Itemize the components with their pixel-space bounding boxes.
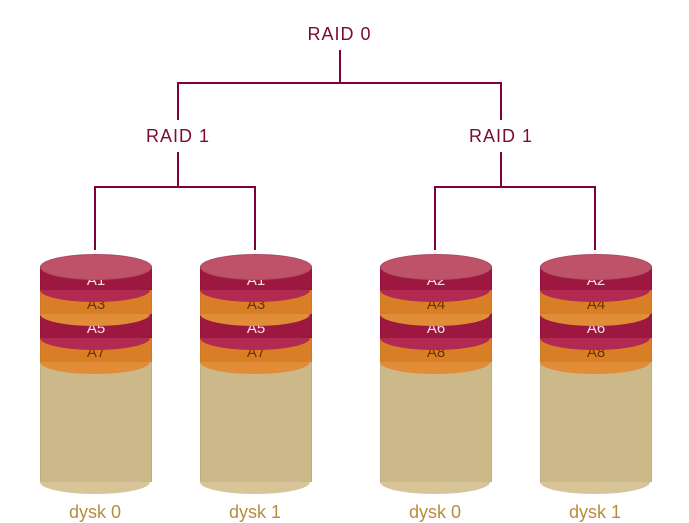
disk-label-3: dysk 1 (540, 502, 650, 523)
raid0-title: RAID 0 (280, 24, 400, 45)
raid1-label-0: RAID 1 (118, 126, 238, 147)
disk-cap (540, 254, 652, 280)
connector-h (178, 82, 501, 84)
connector-v (594, 186, 596, 250)
disk-body (380, 362, 492, 482)
disk-body (40, 362, 152, 482)
connector-h (95, 186, 255, 188)
disk-label-0: dysk 0 (40, 502, 150, 523)
disk-label-1: dysk 1 (200, 502, 310, 523)
connector-v (177, 82, 179, 120)
disk-cap (40, 254, 152, 280)
disk-body (200, 362, 312, 482)
connector-v (177, 152, 179, 186)
connector-v (254, 186, 256, 250)
disk-cap (200, 254, 312, 280)
disk-body (540, 362, 652, 482)
connector-h (435, 186, 595, 188)
connector-v (500, 152, 502, 186)
raid1-label-1: RAID 1 (441, 126, 561, 147)
connector-v (94, 186, 96, 250)
disk-cap (380, 254, 492, 280)
connector-v (434, 186, 436, 250)
disk-label-2: dysk 0 (380, 502, 490, 523)
connector-v (500, 82, 502, 120)
raid-diagram: RAID 0RAID 1RAID 1A7A5A3A1dysk 0A7A5A3A1… (0, 0, 689, 514)
connector-v (339, 50, 341, 82)
